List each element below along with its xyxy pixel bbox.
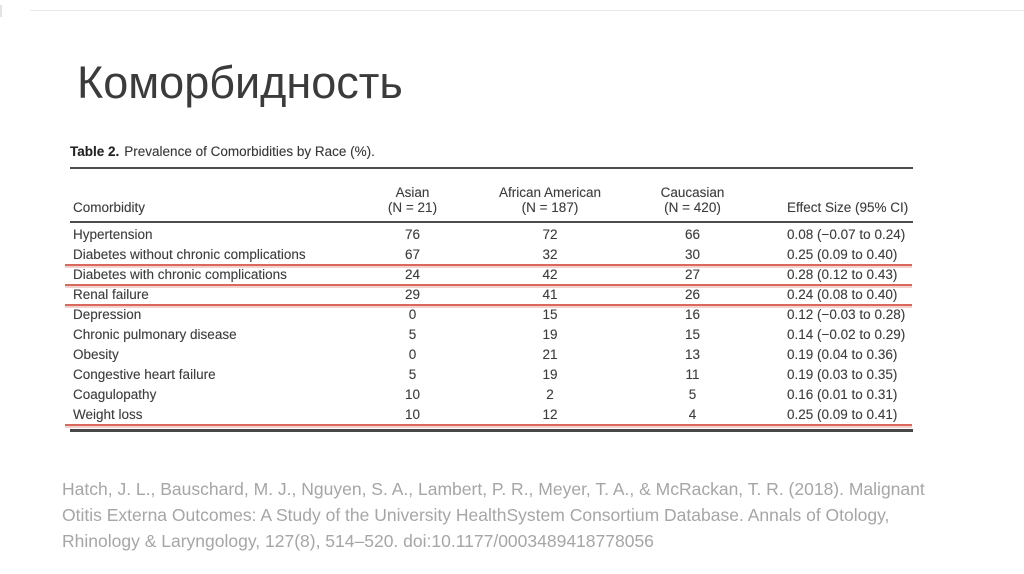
cell-effect-size: 0.24 (0.08 to 0.40) bbox=[787, 287, 898, 302]
cell-caucasian: 11 bbox=[685, 367, 700, 382]
cell-asian: 0 bbox=[408, 307, 417, 322]
cell-effect-size: 0.19 (0.03 to 0.35) bbox=[787, 367, 898, 382]
cell-effect-size: 0.28 (0.12 to 0.43) bbox=[787, 267, 898, 282]
cell-african-american: 19 bbox=[542, 327, 558, 342]
table-header-row: Comorbidity Asian (N = 21) African Ameri… bbox=[70, 169, 913, 221]
table-row: Weight loss 10 12 4 0.25 (0.09 to 0.41) bbox=[65, 405, 913, 426]
cell-effect-size: 0.12 (−0.03 to 0.28) bbox=[787, 307, 906, 322]
col-header-african-american-n: (N = 187) bbox=[521, 200, 579, 215]
table-row: Depression 0 15 16 0.12 (−0.03 to 0.28) bbox=[70, 305, 913, 325]
cell-caucasian: 15 bbox=[684, 327, 701, 342]
cell-african-american: 2 bbox=[546, 387, 554, 402]
cell-effect-size: 0.19 (0.04 to 0.36) bbox=[787, 347, 898, 362]
table-row: Congestive heart failure 5 19 11 0.19 (0.03 … bbox=[70, 365, 913, 385]
cell-african-american: 15 bbox=[542, 307, 558, 322]
col-header-asian: Asian (N = 21) bbox=[370, 185, 455, 215]
cell-comorbidity: Diabetes with chronic complications bbox=[73, 267, 287, 282]
cell-african-american: 12 bbox=[542, 407, 558, 422]
cell-comorbidity: Obesity bbox=[73, 347, 119, 362]
table-row: Chronic pulmonary disease 5 19 15 0.14 (−0.0… bbox=[70, 325, 913, 345]
table-caption-label: Table 2. bbox=[70, 144, 120, 159]
cell-asian: 5 bbox=[408, 327, 417, 342]
table-row: Obesity 0 21 13 0.19 (0.04 to 0.36) bbox=[70, 345, 913, 365]
table-caption-text: Prevalence of Comorbidities by Race (%). bbox=[124, 144, 375, 159]
cell-caucasian: 16 bbox=[684, 307, 701, 322]
slide-title: Коморбидность bbox=[77, 57, 403, 108]
col-header-asian-n: (N = 21) bbox=[387, 200, 438, 215]
cell-african-american: 41 bbox=[542, 287, 558, 302]
table-caption: Table 2. Prevalence of Comorbidities by R… bbox=[70, 144, 913, 160]
cell-effect-size: 0.25 (0.09 to 0.40) bbox=[787, 247, 898, 262]
col-header-caucasian-name: Caucasian bbox=[660, 185, 725, 200]
cell-asian: 76 bbox=[404, 227, 421, 242]
cell-caucasian: 13 bbox=[684, 347, 701, 362]
col-header-caucasian: Caucasian (N = 420) bbox=[645, 185, 740, 215]
cell-asian: 67 bbox=[404, 247, 421, 262]
comorbidity-table: Table 2. Prevalence of Comorbidities by R… bbox=[65, 144, 913, 432]
cell-african-american: 42 bbox=[542, 267, 558, 282]
cell-comorbidity: Chronic pulmonary disease bbox=[73, 327, 237, 342]
cell-african-american: 21 bbox=[542, 347, 558, 362]
cell-comorbidity: Coagulopathy bbox=[73, 387, 157, 402]
col-header-african-american-name: African American bbox=[498, 185, 602, 200]
table-row: Coagulopathy 10 2 5 0.16 (0.01 to 0.31) bbox=[70, 385, 913, 405]
cell-asian: 0 bbox=[408, 347, 417, 362]
col-header-effect-size: Effect Size (95% CI) bbox=[787, 200, 909, 215]
cell-african-american: 72 bbox=[542, 227, 558, 242]
table-row: Renal failure 29 41 26 0.24 (0.08 to 0.40) bbox=[65, 285, 913, 306]
citation: Hatch, J. L., Bauschard, M. J., Nguyen, … bbox=[62, 476, 942, 554]
cell-asian: 5 bbox=[408, 367, 417, 382]
red-underline-annotation bbox=[65, 264, 912, 266]
table-row: Diabetes without chronic complications 67… bbox=[65, 245, 913, 266]
cell-caucasian: 4 bbox=[688, 407, 697, 422]
cell-caucasian: 5 bbox=[688, 387, 697, 402]
col-header-asian-name: Asian bbox=[395, 185, 430, 200]
cell-african-american: 19 bbox=[542, 367, 558, 382]
cell-comorbidity: Congestive heart failure bbox=[73, 367, 216, 382]
citation-line: Otitis Externa Outcomes: A Study of the … bbox=[62, 505, 890, 525]
cell-caucasian: 27 bbox=[684, 267, 701, 282]
col-header-comorbidity: Comorbidity bbox=[73, 200, 146, 215]
cell-comorbidity: Depression bbox=[73, 307, 142, 322]
cell-effect-size: 0.14 (−0.02 to 0.29) bbox=[787, 327, 906, 342]
cell-caucasian: 26 bbox=[684, 287, 701, 302]
red-underline-annotation bbox=[65, 284, 912, 286]
cell-caucasian: 66 bbox=[684, 227, 701, 242]
slide-edge-mark bbox=[0, 5, 2, 17]
citation-line: Rhinology & Laryngology, 127(8), 514–520… bbox=[62, 531, 654, 551]
red-underline-annotation bbox=[65, 424, 912, 426]
cell-asian: 10 bbox=[404, 407, 421, 422]
table-top-rule bbox=[70, 167, 913, 169]
cell-asian: 29 bbox=[404, 287, 421, 302]
table-header-rule bbox=[70, 221, 913, 223]
table-row: Diabetes with chronic complications 24 42 2… bbox=[65, 265, 913, 286]
table-body: Hypertension 76 72 66 0.08 (−0.07 to 0.24) Di… bbox=[65, 223, 913, 429]
cell-comorbidity: Renal failure bbox=[73, 287, 149, 302]
col-header-african-american: African American (N = 187) bbox=[455, 185, 645, 215]
citation-line: Hatch, J. L., Bauschard, M. J., Nguyen, … bbox=[62, 479, 925, 499]
cell-asian: 24 bbox=[404, 267, 421, 282]
slide-top-border bbox=[30, 10, 1024, 11]
cell-african-american: 32 bbox=[542, 247, 558, 262]
cell-effect-size: 0.25 (0.09 to 0.41) bbox=[787, 407, 898, 422]
cell-comorbidity: Diabetes without chronic complications bbox=[73, 247, 306, 262]
cell-caucasian: 30 bbox=[684, 247, 701, 262]
table-row: Hypertension 76 72 66 0.08 (−0.07 to 0.24) bbox=[70, 225, 913, 245]
cell-comorbidity: Hypertension bbox=[73, 227, 153, 242]
col-header-caucasian-n: (N = 420) bbox=[664, 200, 721, 215]
red-underline-annotation bbox=[65, 304, 912, 306]
cell-comorbidity: Weight loss bbox=[73, 407, 143, 422]
cell-effect-size: 0.16 (0.01 to 0.31) bbox=[787, 387, 898, 402]
cell-effect-size: 0.08 (−0.07 to 0.24) bbox=[787, 227, 906, 242]
table-bottom-rule bbox=[70, 429, 913, 432]
cell-asian: 10 bbox=[404, 387, 421, 402]
